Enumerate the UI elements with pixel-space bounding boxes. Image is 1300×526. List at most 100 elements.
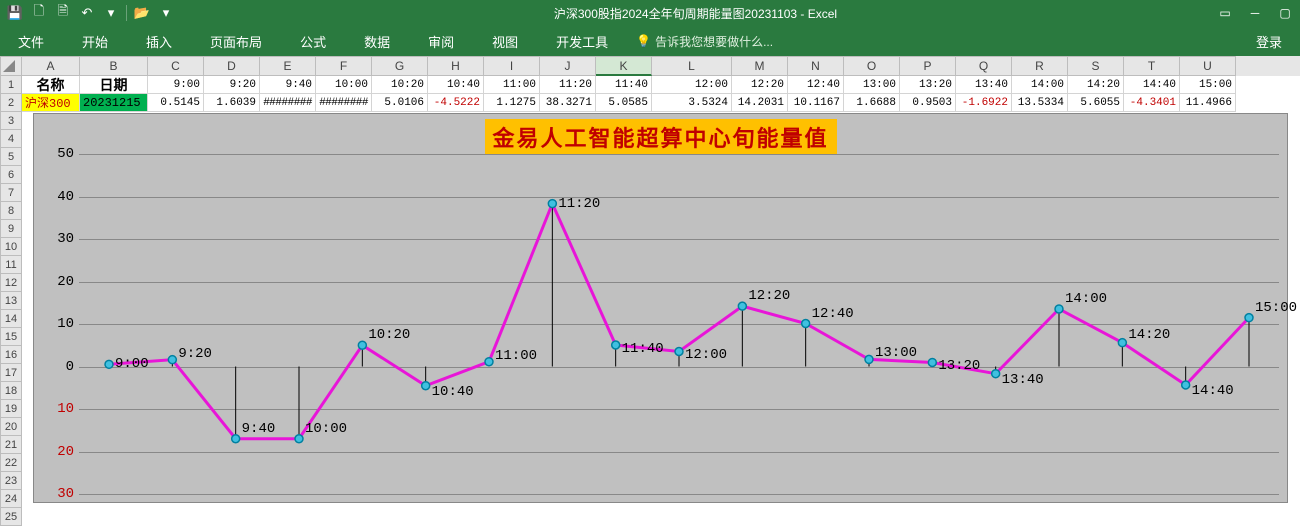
- cell[interactable]: ########: [316, 94, 372, 112]
- column-header[interactable]: S: [1068, 56, 1124, 76]
- row-header[interactable]: 10: [0, 238, 22, 256]
- row-header[interactable]: 11: [0, 256, 22, 274]
- embedded-chart[interactable]: 金易人工智能超算中心旬能量值 504030201001020309:009:20…: [33, 113, 1288, 503]
- cell[interactable]: 0.9503: [900, 94, 956, 112]
- qat-customize-icon[interactable]: ▾: [155, 3, 177, 23]
- cell[interactable]: 10.1167: [788, 94, 844, 112]
- cell[interactable]: ########: [260, 94, 316, 112]
- cell[interactable]: 5.0106: [372, 94, 428, 112]
- row-header[interactable]: 7: [0, 184, 22, 202]
- cell[interactable]: 14:40: [1124, 76, 1180, 94]
- cell[interactable]: 日期: [80, 76, 148, 94]
- column-header[interactable]: J: [540, 56, 596, 76]
- cell[interactable]: 13:00: [844, 76, 900, 94]
- row-header[interactable]: 20: [0, 418, 22, 436]
- column-header[interactable]: G: [372, 56, 428, 76]
- column-header[interactable]: P: [900, 56, 956, 76]
- cell[interactable]: -1.6922: [956, 94, 1012, 112]
- cell[interactable]: 10:20: [372, 76, 428, 94]
- column-header[interactable]: M: [732, 56, 788, 76]
- save-icon[interactable]: 💾: [4, 3, 26, 23]
- select-all-triangle[interactable]: [0, 56, 22, 76]
- column-header[interactable]: E: [260, 56, 316, 76]
- row-header[interactable]: 25: [0, 508, 22, 526]
- cell[interactable]: 13:40: [956, 76, 1012, 94]
- ribbon-display-icon[interactable]: ▭: [1210, 0, 1240, 26]
- column-header[interactable]: T: [1124, 56, 1180, 76]
- new-icon[interactable]: 🗋: [28, 3, 50, 23]
- folder-icon[interactable]: 📂: [131, 3, 153, 23]
- cell[interactable]: 15:00: [1180, 76, 1236, 94]
- row-header[interactable]: 8: [0, 202, 22, 220]
- column-header[interactable]: Q: [956, 56, 1012, 76]
- column-header[interactable]: N: [788, 56, 844, 76]
- row-header[interactable]: 24: [0, 490, 22, 508]
- ribbon-tab[interactable]: 开发工具: [546, 26, 618, 57]
- cell[interactable]: 12:00: [652, 76, 732, 94]
- cell[interactable]: 13:20: [900, 76, 956, 94]
- row-header[interactable]: 4: [0, 130, 22, 148]
- ribbon-tab[interactable]: 文件: [8, 26, 54, 57]
- row-header[interactable]: 14: [0, 310, 22, 328]
- column-header[interactable]: F: [316, 56, 372, 76]
- row-header[interactable]: 17: [0, 364, 22, 382]
- row-header[interactable]: 3: [0, 112, 22, 130]
- cell[interactable]: 5.0585: [596, 94, 652, 112]
- row-header[interactable]: 16: [0, 346, 22, 364]
- cell[interactable]: 5.6055: [1068, 94, 1124, 112]
- row-header[interactable]: 2: [0, 94, 22, 112]
- cell[interactable]: 11:40: [596, 76, 652, 94]
- cell[interactable]: 14:00: [1012, 76, 1068, 94]
- cell[interactable]: 11.4966: [1180, 94, 1236, 112]
- undo-icon[interactable]: ↶: [76, 3, 98, 23]
- dropdown-icon[interactable]: ▾: [100, 3, 122, 23]
- cell[interactable]: 沪深300: [22, 94, 80, 112]
- column-header[interactable]: K: [596, 56, 652, 76]
- cell[interactable]: 0.5145: [148, 94, 204, 112]
- column-header[interactable]: C: [148, 56, 204, 76]
- row-header[interactable]: 19: [0, 400, 22, 418]
- minimize-icon[interactable]: ─: [1240, 0, 1270, 26]
- row-header[interactable]: 5: [0, 148, 22, 166]
- maximize-icon[interactable]: ▢: [1270, 0, 1300, 26]
- column-header[interactable]: R: [1012, 56, 1068, 76]
- column-header[interactable]: A: [22, 56, 80, 76]
- ribbon-tab[interactable]: 开始: [72, 26, 118, 57]
- cell[interactable]: 9:40: [260, 76, 316, 94]
- column-header[interactable]: O: [844, 56, 900, 76]
- row-header[interactable]: 6: [0, 166, 22, 184]
- cell[interactable]: 38.3271: [540, 94, 596, 112]
- print-preview-icon[interactable]: 🗎: [52, 3, 74, 23]
- row-header[interactable]: 23: [0, 472, 22, 490]
- cell[interactable]: 1.1275: [484, 94, 540, 112]
- cell[interactable]: 9:00: [148, 76, 204, 94]
- ribbon-tab[interactable]: 页面布局: [200, 26, 272, 57]
- row-header[interactable]: 13: [0, 292, 22, 310]
- ribbon-tab[interactable]: 公式: [290, 26, 336, 57]
- row-header[interactable]: 9: [0, 220, 22, 238]
- column-header[interactable]: U: [1180, 56, 1236, 76]
- cell[interactable]: 13.5334: [1012, 94, 1068, 112]
- cell[interactable]: 12:20: [732, 76, 788, 94]
- ribbon-tab[interactable]: 视图: [482, 26, 528, 57]
- cell[interactable]: -4.3401: [1124, 94, 1180, 112]
- cell[interactable]: 1.6039: [204, 94, 260, 112]
- cell[interactable]: 10:40: [428, 76, 484, 94]
- login-link[interactable]: 登录: [1246, 26, 1292, 57]
- column-header[interactable]: L: [652, 56, 732, 76]
- cell[interactable]: 1.6688: [844, 94, 900, 112]
- cell[interactable]: 3.5324: [652, 94, 732, 112]
- cell[interactable]: -4.5222: [428, 94, 484, 112]
- cell[interactable]: 名称: [22, 76, 80, 94]
- cell[interactable]: 14:20: [1068, 76, 1124, 94]
- row-header[interactable]: 15: [0, 328, 22, 346]
- column-header[interactable]: B: [80, 56, 148, 76]
- cell[interactable]: 14.2031: [732, 94, 788, 112]
- column-header[interactable]: D: [204, 56, 260, 76]
- cell[interactable]: 11:20: [540, 76, 596, 94]
- row-header[interactable]: 12: [0, 274, 22, 292]
- row-header[interactable]: 22: [0, 454, 22, 472]
- cell[interactable]: 11:00: [484, 76, 540, 94]
- column-header[interactable]: H: [428, 56, 484, 76]
- cell[interactable]: 20231215: [80, 94, 148, 112]
